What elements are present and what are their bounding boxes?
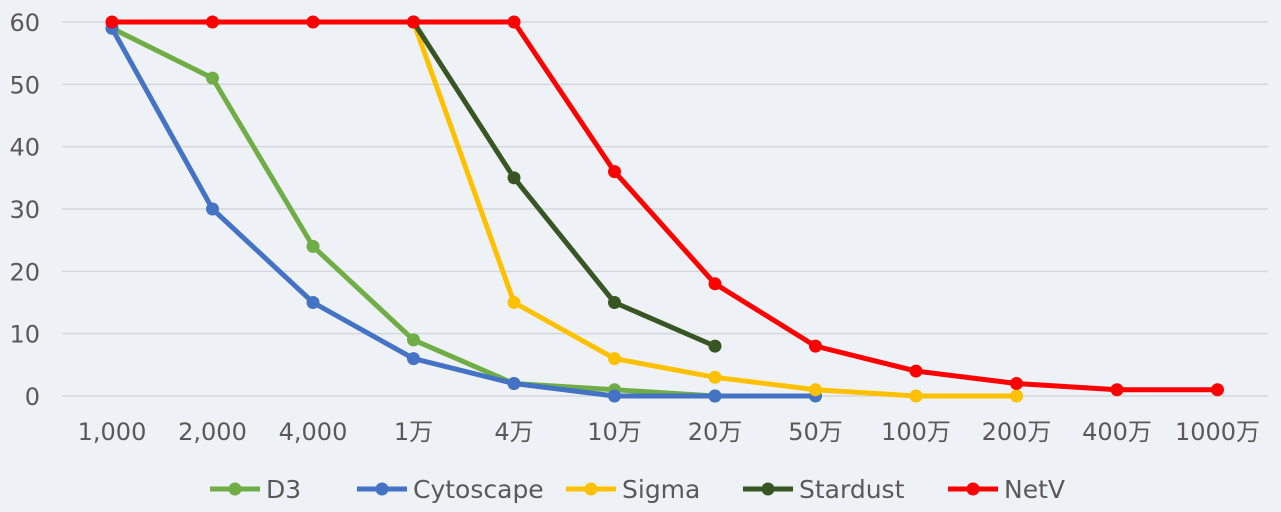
x-tick-label: 4万 bbox=[494, 418, 533, 446]
series-stardust bbox=[407, 15, 722, 353]
data-point-sigma-4 bbox=[507, 296, 521, 309]
data-point-netv-9 bbox=[1010, 377, 1023, 391]
data-point-sigma-9 bbox=[1010, 389, 1023, 403]
legend-swatch-marker bbox=[228, 482, 242, 496]
y-axis-tick-labels: 0 10 20 30 40 50 60 bbox=[9, 9, 40, 411]
series-line-cytoscape bbox=[109, 25, 818, 399]
legend-item-stardust: Stardust bbox=[743, 475, 905, 504]
x-tick-label: 50万 bbox=[788, 418, 843, 446]
legend-label: NetV bbox=[1004, 475, 1065, 504]
y-tick-label: 30 bbox=[9, 196, 40, 224]
series-netv bbox=[105, 15, 1224, 397]
data-point-netv-2 bbox=[306, 15, 320, 29]
data-point-netv-0 bbox=[105, 15, 119, 29]
data-point-sigma-5 bbox=[608, 352, 621, 366]
data-point-cytoscape-4 bbox=[507, 377, 521, 391]
legend-swatch-marker bbox=[375, 482, 389, 496]
data-point-sigma-6 bbox=[708, 370, 722, 384]
series-cytoscape bbox=[105, 21, 822, 403]
legend-label: Stardust bbox=[799, 475, 905, 504]
data-point-netv-6 bbox=[708, 277, 722, 291]
data-point-d3-3 bbox=[407, 333, 420, 347]
data-point-netv-5 bbox=[608, 165, 621, 179]
x-tick-label: 100万 bbox=[881, 418, 951, 446]
data-point-cytoscape-2 bbox=[306, 296, 320, 309]
data-point-d3-1 bbox=[206, 71, 219, 85]
x-tick-label: 20万 bbox=[688, 418, 743, 446]
series-line-netv bbox=[109, 19, 1220, 393]
data-point-cytoscape-6 bbox=[708, 389, 722, 403]
legend-item-d3: D3 bbox=[210, 475, 301, 504]
series-group bbox=[105, 15, 1224, 403]
x-tick-label: 400万 bbox=[1082, 418, 1152, 446]
data-point-cytoscape-3 bbox=[407, 352, 420, 366]
data-point-stardust-6 bbox=[708, 339, 722, 353]
x-axis-tick-labels: 1,000 2,000 4,000 1万 4万 10万 20万 50万 100万 200万 400万… bbox=[78, 418, 1260, 446]
data-point-netv-8 bbox=[909, 364, 923, 378]
y-tick-label: 50 bbox=[9, 71, 40, 99]
y-tick-label: 40 bbox=[9, 134, 40, 162]
data-point-cytoscape-5 bbox=[608, 389, 621, 403]
series-sigma bbox=[407, 15, 1023, 403]
gridlines bbox=[62, 21, 1268, 397]
legend: D3 Cytoscape Sigma Stardust NetV bbox=[210, 475, 1065, 504]
legend-label: D3 bbox=[266, 475, 301, 504]
data-point-cytoscape-1 bbox=[206, 202, 219, 216]
data-point-netv-3 bbox=[407, 15, 420, 29]
y-tick-label: 0 bbox=[25, 383, 40, 411]
y-tick-label: 10 bbox=[9, 321, 40, 349]
x-tick-label: 200万 bbox=[982, 418, 1052, 446]
data-point-stardust-4 bbox=[507, 171, 521, 185]
x-tick-label: 1,000 bbox=[78, 418, 147, 446]
series-d3 bbox=[105, 21, 722, 403]
data-point-d3-2 bbox=[306, 239, 320, 253]
legend-swatch-marker bbox=[966, 482, 980, 496]
y-tick-label: 60 bbox=[9, 9, 40, 37]
legend-label: Sigma bbox=[622, 475, 700, 504]
y-tick-label: 20 bbox=[9, 258, 40, 286]
data-point-netv-7 bbox=[809, 339, 822, 353]
legend-item-netv: NetV bbox=[948, 475, 1065, 504]
data-point-netv-11 bbox=[1211, 383, 1224, 397]
x-tick-label: 2,000 bbox=[178, 418, 247, 446]
legend-swatch-marker bbox=[761, 482, 775, 496]
data-point-netv-10 bbox=[1110, 383, 1124, 397]
data-point-sigma-7 bbox=[809, 383, 822, 397]
data-point-netv-1 bbox=[206, 15, 219, 29]
legend-swatch-marker bbox=[584, 482, 598, 496]
data-point-stardust-5 bbox=[608, 296, 621, 309]
x-tick-label: 4,000 bbox=[279, 418, 348, 446]
legend-item-sigma: Sigma bbox=[566, 475, 700, 504]
data-point-sigma-8 bbox=[909, 389, 923, 403]
series-line-stardust bbox=[411, 19, 718, 349]
legend-item-cytoscape: Cytoscape bbox=[357, 475, 544, 504]
x-tick-label: 10万 bbox=[587, 418, 642, 446]
legend-label: Cytoscape bbox=[413, 475, 544, 504]
x-tick-label: 1000万 bbox=[1175, 418, 1260, 446]
x-tick-label: 1万 bbox=[394, 418, 433, 446]
data-point-netv-4 bbox=[507, 15, 521, 29]
